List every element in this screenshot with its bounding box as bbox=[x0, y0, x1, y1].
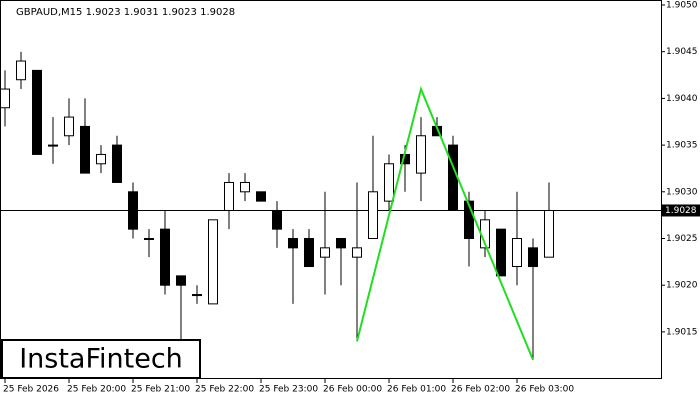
candle-body bbox=[528, 247, 538, 268]
candle-body bbox=[256, 191, 266, 202]
y-tick-label: 1.9045 bbox=[666, 47, 698, 57]
candle-body bbox=[0, 88, 10, 109]
y-tick-label: 1.9025 bbox=[666, 234, 698, 244]
candle-body bbox=[384, 163, 394, 202]
candle-body bbox=[144, 238, 154, 240]
candle-body bbox=[96, 153, 106, 165]
candle-body bbox=[416, 135, 426, 174]
candle-body bbox=[544, 209, 554, 258]
x-tick-label: 25 Feb 21:00 bbox=[131, 385, 190, 395]
candle-body bbox=[512, 238, 522, 268]
candle-body bbox=[80, 125, 90, 174]
candle-body bbox=[272, 209, 282, 230]
x-tick-label: 26 Feb 03:00 bbox=[515, 385, 574, 395]
candle-body bbox=[160, 228, 170, 286]
candle-body bbox=[224, 181, 234, 211]
last-price-label: 1.9028 bbox=[665, 206, 697, 216]
candle-body bbox=[128, 191, 138, 230]
candle-body bbox=[304, 238, 314, 268]
y-tick-label: 1.9020 bbox=[666, 281, 698, 291]
candle-body bbox=[352, 247, 362, 258]
candle-body bbox=[496, 228, 506, 277]
pattern-line bbox=[356, 85, 534, 361]
candle-body bbox=[320, 247, 330, 258]
plot-frame bbox=[0, 0, 662, 379]
candle-body bbox=[368, 191, 378, 240]
y-tick-label: 1.9040 bbox=[666, 94, 698, 104]
x-tick-label: 26 Feb 01:00 bbox=[387, 385, 446, 395]
chart-header: GBPAUD,M15 1.9023 1.9031 1.9023 1.9028 bbox=[16, 7, 235, 18]
candle-body bbox=[16, 60, 26, 81]
candle-body bbox=[448, 144, 458, 211]
x-tick-label: 25 Feb 2026 bbox=[3, 385, 59, 395]
x-tick-label: 26 Feb 00:00 bbox=[323, 385, 382, 395]
logo: InstaFintech bbox=[19, 344, 183, 375]
candle-body bbox=[32, 69, 42, 155]
candle-body bbox=[64, 116, 74, 137]
y-tick-label: 1.9015 bbox=[666, 327, 698, 337]
y-tick-label: 1.9030 bbox=[666, 187, 698, 197]
y-tick-label: 1.9035 bbox=[666, 141, 698, 151]
candle-body bbox=[208, 219, 218, 305]
x-tick-label: 25 Feb 22:00 bbox=[195, 385, 254, 395]
y-tick-label: 1.9050 bbox=[666, 1, 698, 11]
candle-body bbox=[240, 181, 250, 193]
candle-body bbox=[288, 238, 298, 249]
x-tick-label: 26 Feb 02:00 bbox=[451, 385, 510, 395]
x-tick-label: 25 Feb 20:00 bbox=[67, 385, 126, 395]
candle-body bbox=[336, 238, 346, 249]
candle-body bbox=[112, 144, 122, 183]
candle-body bbox=[176, 275, 186, 286]
last-price-box bbox=[662, 204, 700, 217]
candle-body bbox=[464, 200, 474, 239]
candle-body bbox=[48, 144, 58, 147]
logo-box bbox=[1, 339, 201, 379]
candle-body bbox=[192, 294, 202, 297]
x-tick-label: 25 Feb 23:00 bbox=[259, 385, 318, 395]
